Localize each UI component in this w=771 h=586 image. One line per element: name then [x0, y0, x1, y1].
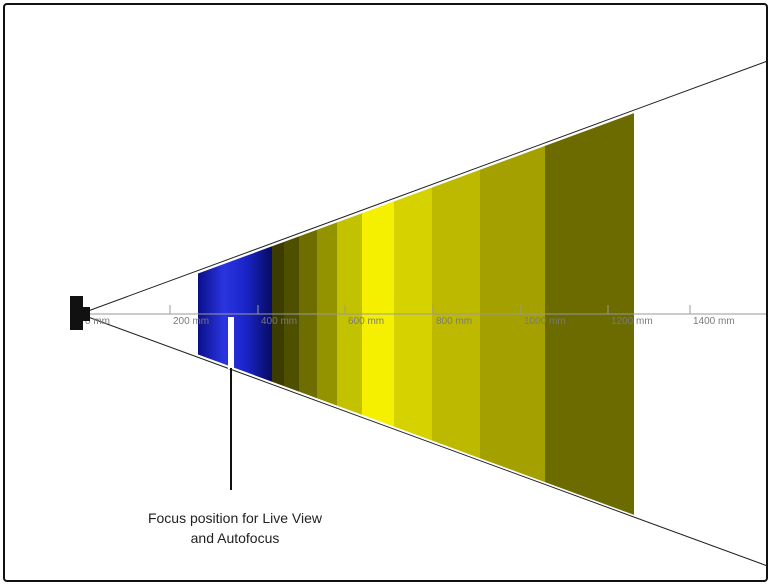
camera-icon	[70, 296, 90, 330]
diagram-frame: 0 mm 200 mm 400 mm 600 mm 800 mm 1000 mm 1200 …	[3, 3, 768, 582]
axis-ticks: 0 mm 200 mm 400 mm 600 mm 800 mm 1000 mm 1200 …	[81, 305, 735, 327]
focus-position-marker	[228, 317, 234, 369]
axis-tick-label: 400 mm	[261, 316, 297, 327]
axis-tick-label: 1000 mm	[524, 316, 566, 327]
axis-tick-label: 200 mm	[173, 316, 209, 327]
axis-tick-label: 0 mm	[85, 316, 110, 327]
callout-line-2: and Autofocus	[190, 530, 280, 546]
cone-upper-edge	[87, 61, 766, 312]
axis-tick-label: 600 mm	[348, 316, 384, 327]
focus-position-callout: Focus position for Live View and Autofoc…	[95, 508, 375, 548]
cone-lower-edge	[87, 316, 766, 566]
callout-line-1: Focus position for Live View	[147, 510, 323, 526]
axis-tick-label: 1400 mm	[693, 316, 735, 327]
axis-tick-label: 800 mm	[436, 316, 472, 327]
diagram-canvas: 0 mm 200 mm 400 mm 600 mm 800 mm 1000 mm 1200 …	[70, 61, 766, 566]
axis-tick-label: 1200 mm	[611, 316, 653, 327]
